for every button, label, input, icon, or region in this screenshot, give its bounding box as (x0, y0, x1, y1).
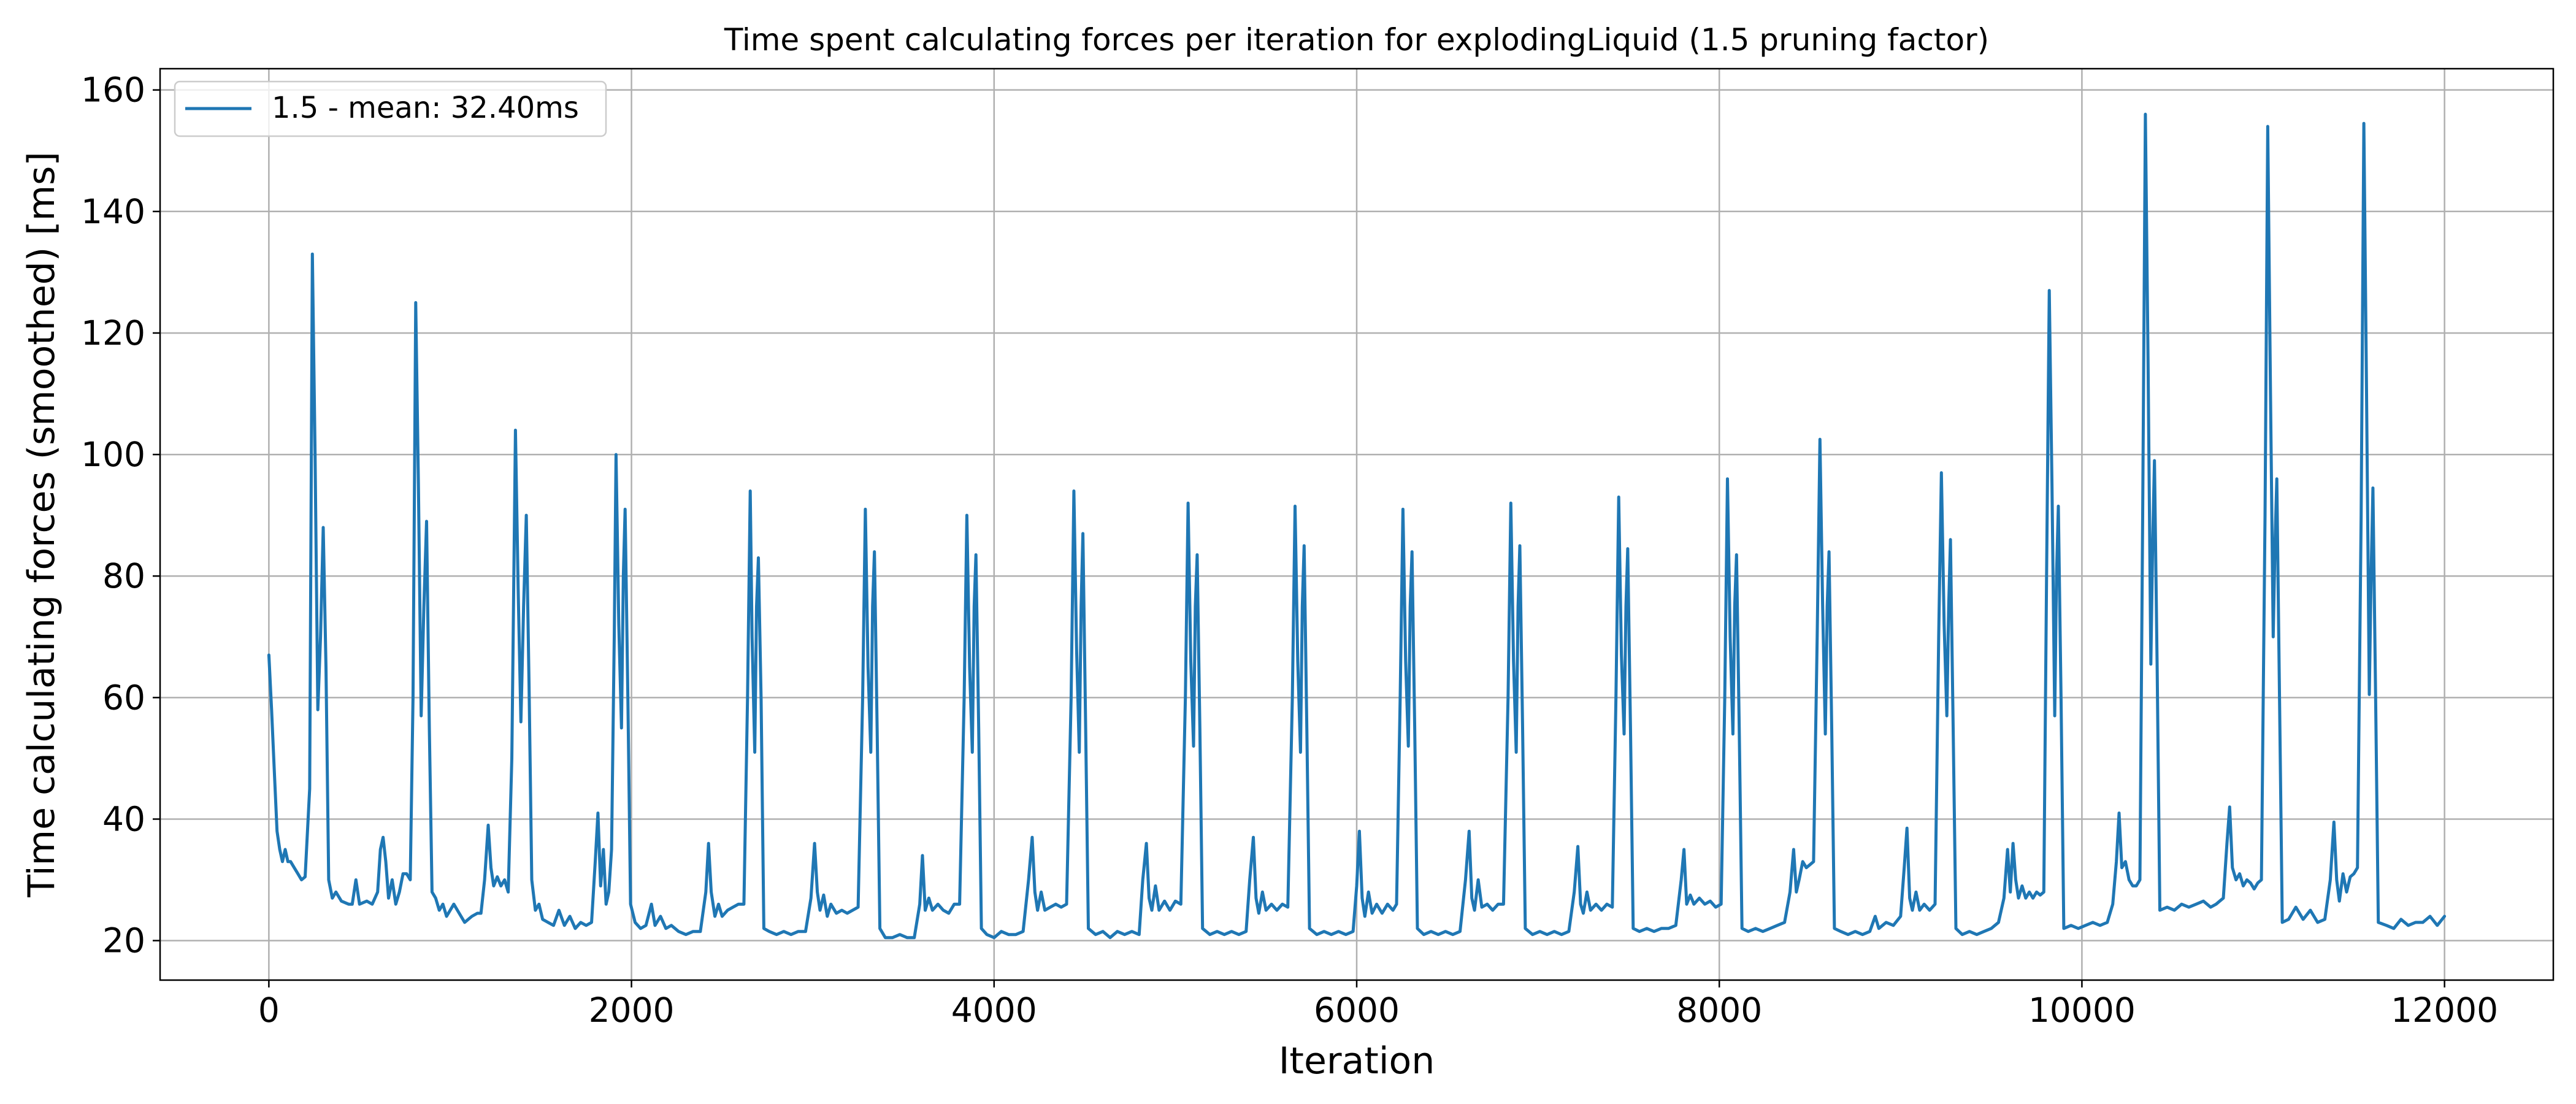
y-tick-label: 40 (102, 799, 145, 838)
y-tick-label: 80 (102, 556, 145, 596)
y-axis: 20 40 60 80 100 120 140 160 (81, 71, 160, 960)
x-tick-label: 12000 (2391, 991, 2498, 1030)
series-line (267, 112, 2447, 940)
x-tick-label: 4000 (951, 991, 1037, 1030)
legend-box (174, 80, 607, 137)
y-tick-label: 160 (81, 71, 145, 110)
y-tick-label: 60 (102, 678, 145, 717)
y-tick-label: 120 (81, 313, 145, 353)
series-layer (267, 112, 2447, 940)
chart-title: Time spent calculating forces per iterat… (724, 22, 1989, 58)
legend: 1.5 - mean: 32.40ms (174, 80, 607, 137)
x-tick-label: 10000 (2028, 991, 2136, 1030)
x-tick-label: 2000 (589, 991, 675, 1030)
x-tick-label: 8000 (1676, 991, 1762, 1030)
x-axis-title: Iteration (1279, 1040, 1435, 1083)
y-tick-label: 140 (81, 192, 145, 231)
y-tick-label: 100 (81, 435, 145, 474)
x-tick-label: 6000 (1314, 991, 1400, 1030)
x-tick-label: 0 (258, 991, 280, 1030)
legend-label: 1.5 - mean: 32.40ms (272, 91, 579, 125)
y-axis-title: Time calculating forces (smoothed) [ms] (20, 151, 63, 898)
y-tick-label: 20 (102, 921, 145, 960)
grid-lines (160, 69, 2553, 980)
x-axis: 0 2000 4000 6000 8000 10000 12000 (258, 980, 2498, 1030)
